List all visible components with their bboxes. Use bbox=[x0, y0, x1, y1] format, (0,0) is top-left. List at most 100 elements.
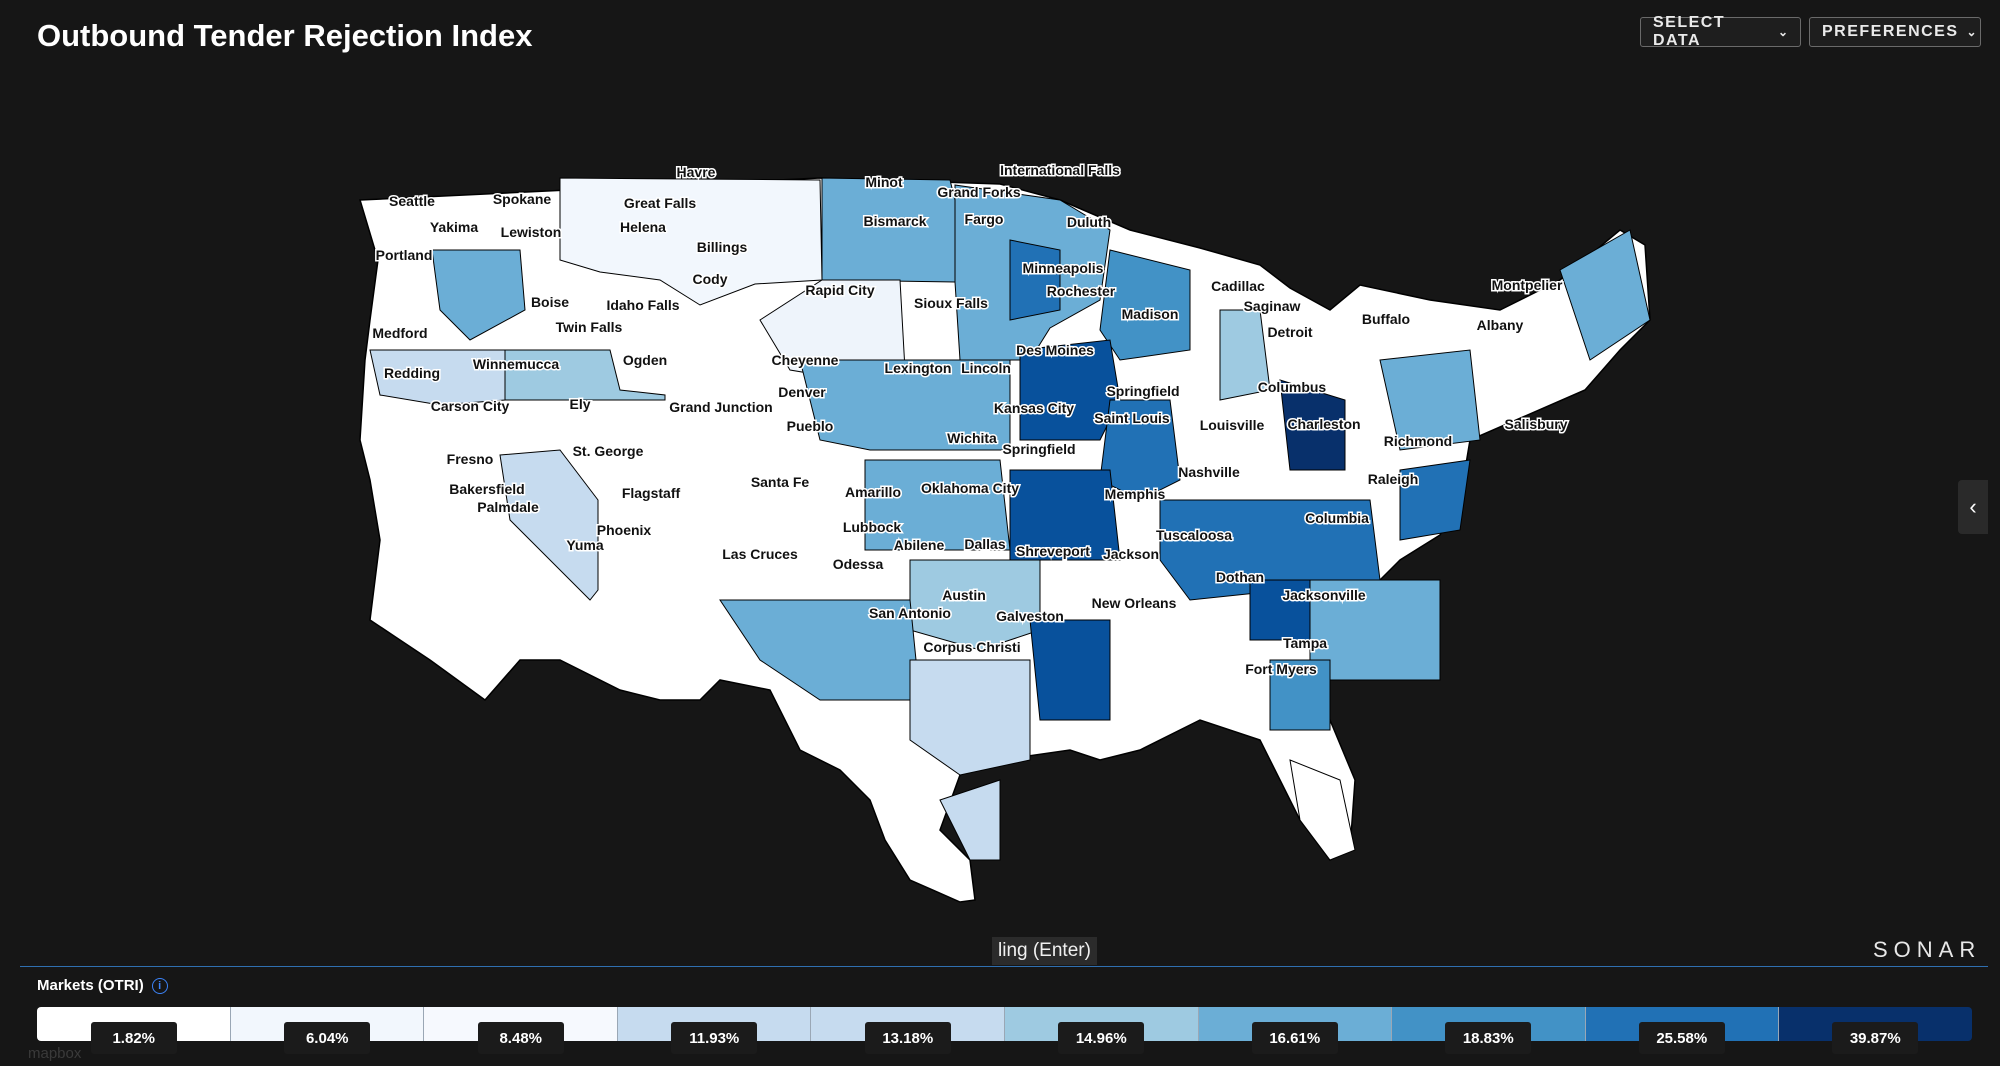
region-mid-atlantic[interactable] bbox=[1399, 459, 1471, 541]
legend-value-label: 13.18% bbox=[864, 1022, 951, 1054]
city-label: Rapid City bbox=[805, 282, 874, 298]
preferences-label: PREFERENCES bbox=[1822, 23, 1959, 40]
city-label: Duluth bbox=[1067, 214, 1111, 230]
city-label: Odessa bbox=[833, 556, 884, 572]
city-label: Buffalo bbox=[1362, 311, 1410, 327]
city-label: Dothan bbox=[1216, 569, 1264, 585]
city-label: Springfield bbox=[1002, 441, 1075, 457]
region-texas-west[interactable] bbox=[719, 599, 921, 701]
city-label: Las Cruces bbox=[722, 546, 798, 562]
city-label: Helena bbox=[620, 219, 666, 235]
city-label: Ogden bbox=[623, 352, 667, 368]
city-label: Saint Louis bbox=[1094, 410, 1170, 426]
city-label: Cody bbox=[693, 271, 728, 287]
city-label: Memphis bbox=[1105, 486, 1166, 502]
legend-value-label: 25.58% bbox=[1638, 1022, 1725, 1054]
region-missouri[interactable] bbox=[1009, 469, 1121, 561]
city-label: Columbia bbox=[1305, 510, 1369, 526]
city-label: Minot bbox=[865, 174, 903, 190]
city-label: Rochester bbox=[1047, 283, 1116, 299]
legend-value-label: 39.87% bbox=[1832, 1022, 1919, 1054]
region-wisconsin[interactable] bbox=[1099, 249, 1191, 361]
region-carolinas[interactable] bbox=[1309, 579, 1441, 681]
city-label: Fort Myers bbox=[1245, 661, 1317, 677]
city-label: Lubbock bbox=[843, 519, 902, 535]
mapbox-attribution[interactable]: mapbox bbox=[28, 1045, 82, 1062]
city-label: Ely bbox=[569, 396, 590, 412]
region-montana-east[interactable] bbox=[559, 177, 823, 306]
city-label: Nashville bbox=[1178, 464, 1240, 480]
city-label: Grand Junction bbox=[669, 399, 772, 415]
map-svg[interactable]: Havre International Falls Minot Grand Forks… bbox=[0, 60, 2000, 960]
chevron-down-icon: ⌄ bbox=[1966, 25, 1977, 39]
city-label: Flagstaff bbox=[622, 485, 681, 501]
city-label: Grand Forks bbox=[937, 184, 1020, 200]
city-label: Corpus Christi bbox=[923, 639, 1020, 655]
region-illinois[interactable] bbox=[1099, 399, 1181, 501]
city-label: Galveston bbox=[996, 608, 1064, 624]
legend-value-label: 8.48% bbox=[477, 1022, 564, 1054]
city-label: Yakima bbox=[430, 219, 478, 235]
city-label: Jacksonville bbox=[1282, 587, 1365, 603]
city-label: Springfield bbox=[1106, 383, 1179, 399]
region-ohio[interactable] bbox=[1279, 379, 1346, 471]
city-label: Fargo bbox=[965, 211, 1004, 227]
region-texas-south[interactable] bbox=[939, 779, 1001, 861]
region-michigan[interactable] bbox=[1219, 309, 1271, 401]
city-label: Des Moines bbox=[1016, 342, 1094, 358]
city-label: Madison bbox=[1122, 306, 1179, 322]
preferences-button[interactable]: PREFERENCES ⌄ bbox=[1809, 17, 1981, 47]
legend-value-label: 18.83% bbox=[1445, 1022, 1532, 1054]
city-label: Fresno bbox=[447, 451, 494, 467]
legend-panel: Markets (OTRI) i 1.82% 6.04% 8.48% 11.93% 13… bbox=[20, 966, 1988, 1066]
city-label: Lexington bbox=[885, 360, 952, 376]
chevron-down-icon: ⌄ bbox=[1777, 25, 1788, 39]
city-label: Richmond bbox=[1384, 433, 1452, 449]
region-texas-central[interactable] bbox=[909, 659, 1031, 776]
market-regions[interactable] bbox=[369, 177, 1651, 861]
tooltip: ling (Enter) bbox=[992, 937, 1097, 965]
region-georgia[interactable] bbox=[1269, 659, 1331, 731]
region-minnesota-core[interactable] bbox=[1009, 239, 1061, 321]
city-label: Phoenix bbox=[597, 522, 652, 538]
city-label: Albany bbox=[1477, 317, 1524, 333]
city-label: Detroit bbox=[1267, 324, 1312, 340]
city-label: Yuma bbox=[566, 537, 604, 553]
city-label: Portland bbox=[376, 247, 433, 263]
city-label: Shreveport bbox=[1016, 543, 1090, 559]
city-label: Cheyenne bbox=[772, 352, 839, 368]
chevron-left-icon: ‹ bbox=[1969, 494, 1977, 519]
city-label: Pueblo bbox=[787, 418, 834, 434]
city-label: Jackson bbox=[1103, 546, 1159, 562]
city-label: Kansas City bbox=[994, 400, 1074, 416]
region-arkansas-louisiana[interactable] bbox=[1029, 619, 1111, 721]
city-label: Great Falls bbox=[624, 195, 697, 211]
city-label: St. George bbox=[573, 443, 644, 459]
city-label: Cadillac bbox=[1211, 278, 1265, 294]
city-label: Oklahoma City bbox=[921, 480, 1019, 496]
city-label: Dallas bbox=[964, 536, 1005, 552]
region-northeast[interactable] bbox=[1379, 349, 1481, 451]
city-label: Medford bbox=[372, 325, 427, 341]
region-nevada-east[interactable] bbox=[499, 449, 599, 601]
city-label: Bismarck bbox=[863, 213, 926, 229]
region-washington-central[interactable] bbox=[431, 249, 526, 341]
region-oregon[interactable] bbox=[369, 349, 506, 406]
city-label: Charleston bbox=[1287, 416, 1360, 432]
info-icon[interactable]: i bbox=[151, 977, 168, 994]
region-nebraska[interactable] bbox=[799, 359, 1011, 451]
choropleth-map[interactable]: Havre International Falls Minot Grand Forks… bbox=[0, 60, 2000, 960]
city-label: San Antonio bbox=[869, 605, 951, 621]
city-label: Winnemucca bbox=[473, 356, 559, 372]
city-label: Santa Fe bbox=[751, 474, 810, 490]
city-label: Tampa bbox=[1283, 635, 1327, 651]
legend-title-row: Markets (OTRI) i bbox=[37, 977, 168, 994]
city-label: Redding bbox=[384, 365, 440, 381]
city-label: Havre bbox=[677, 164, 716, 180]
sonar-logo: SONAR bbox=[1873, 937, 1982, 962]
region-maine[interactable] bbox=[1559, 229, 1651, 361]
sidebar-toggle-button[interactable]: ‹ bbox=[1958, 480, 1988, 534]
region-florida[interactable] bbox=[1289, 759, 1356, 861]
city-label: New Orleans bbox=[1092, 595, 1177, 611]
select-data-button[interactable]: SELECT DATA ⌄ bbox=[1640, 14, 1801, 49]
